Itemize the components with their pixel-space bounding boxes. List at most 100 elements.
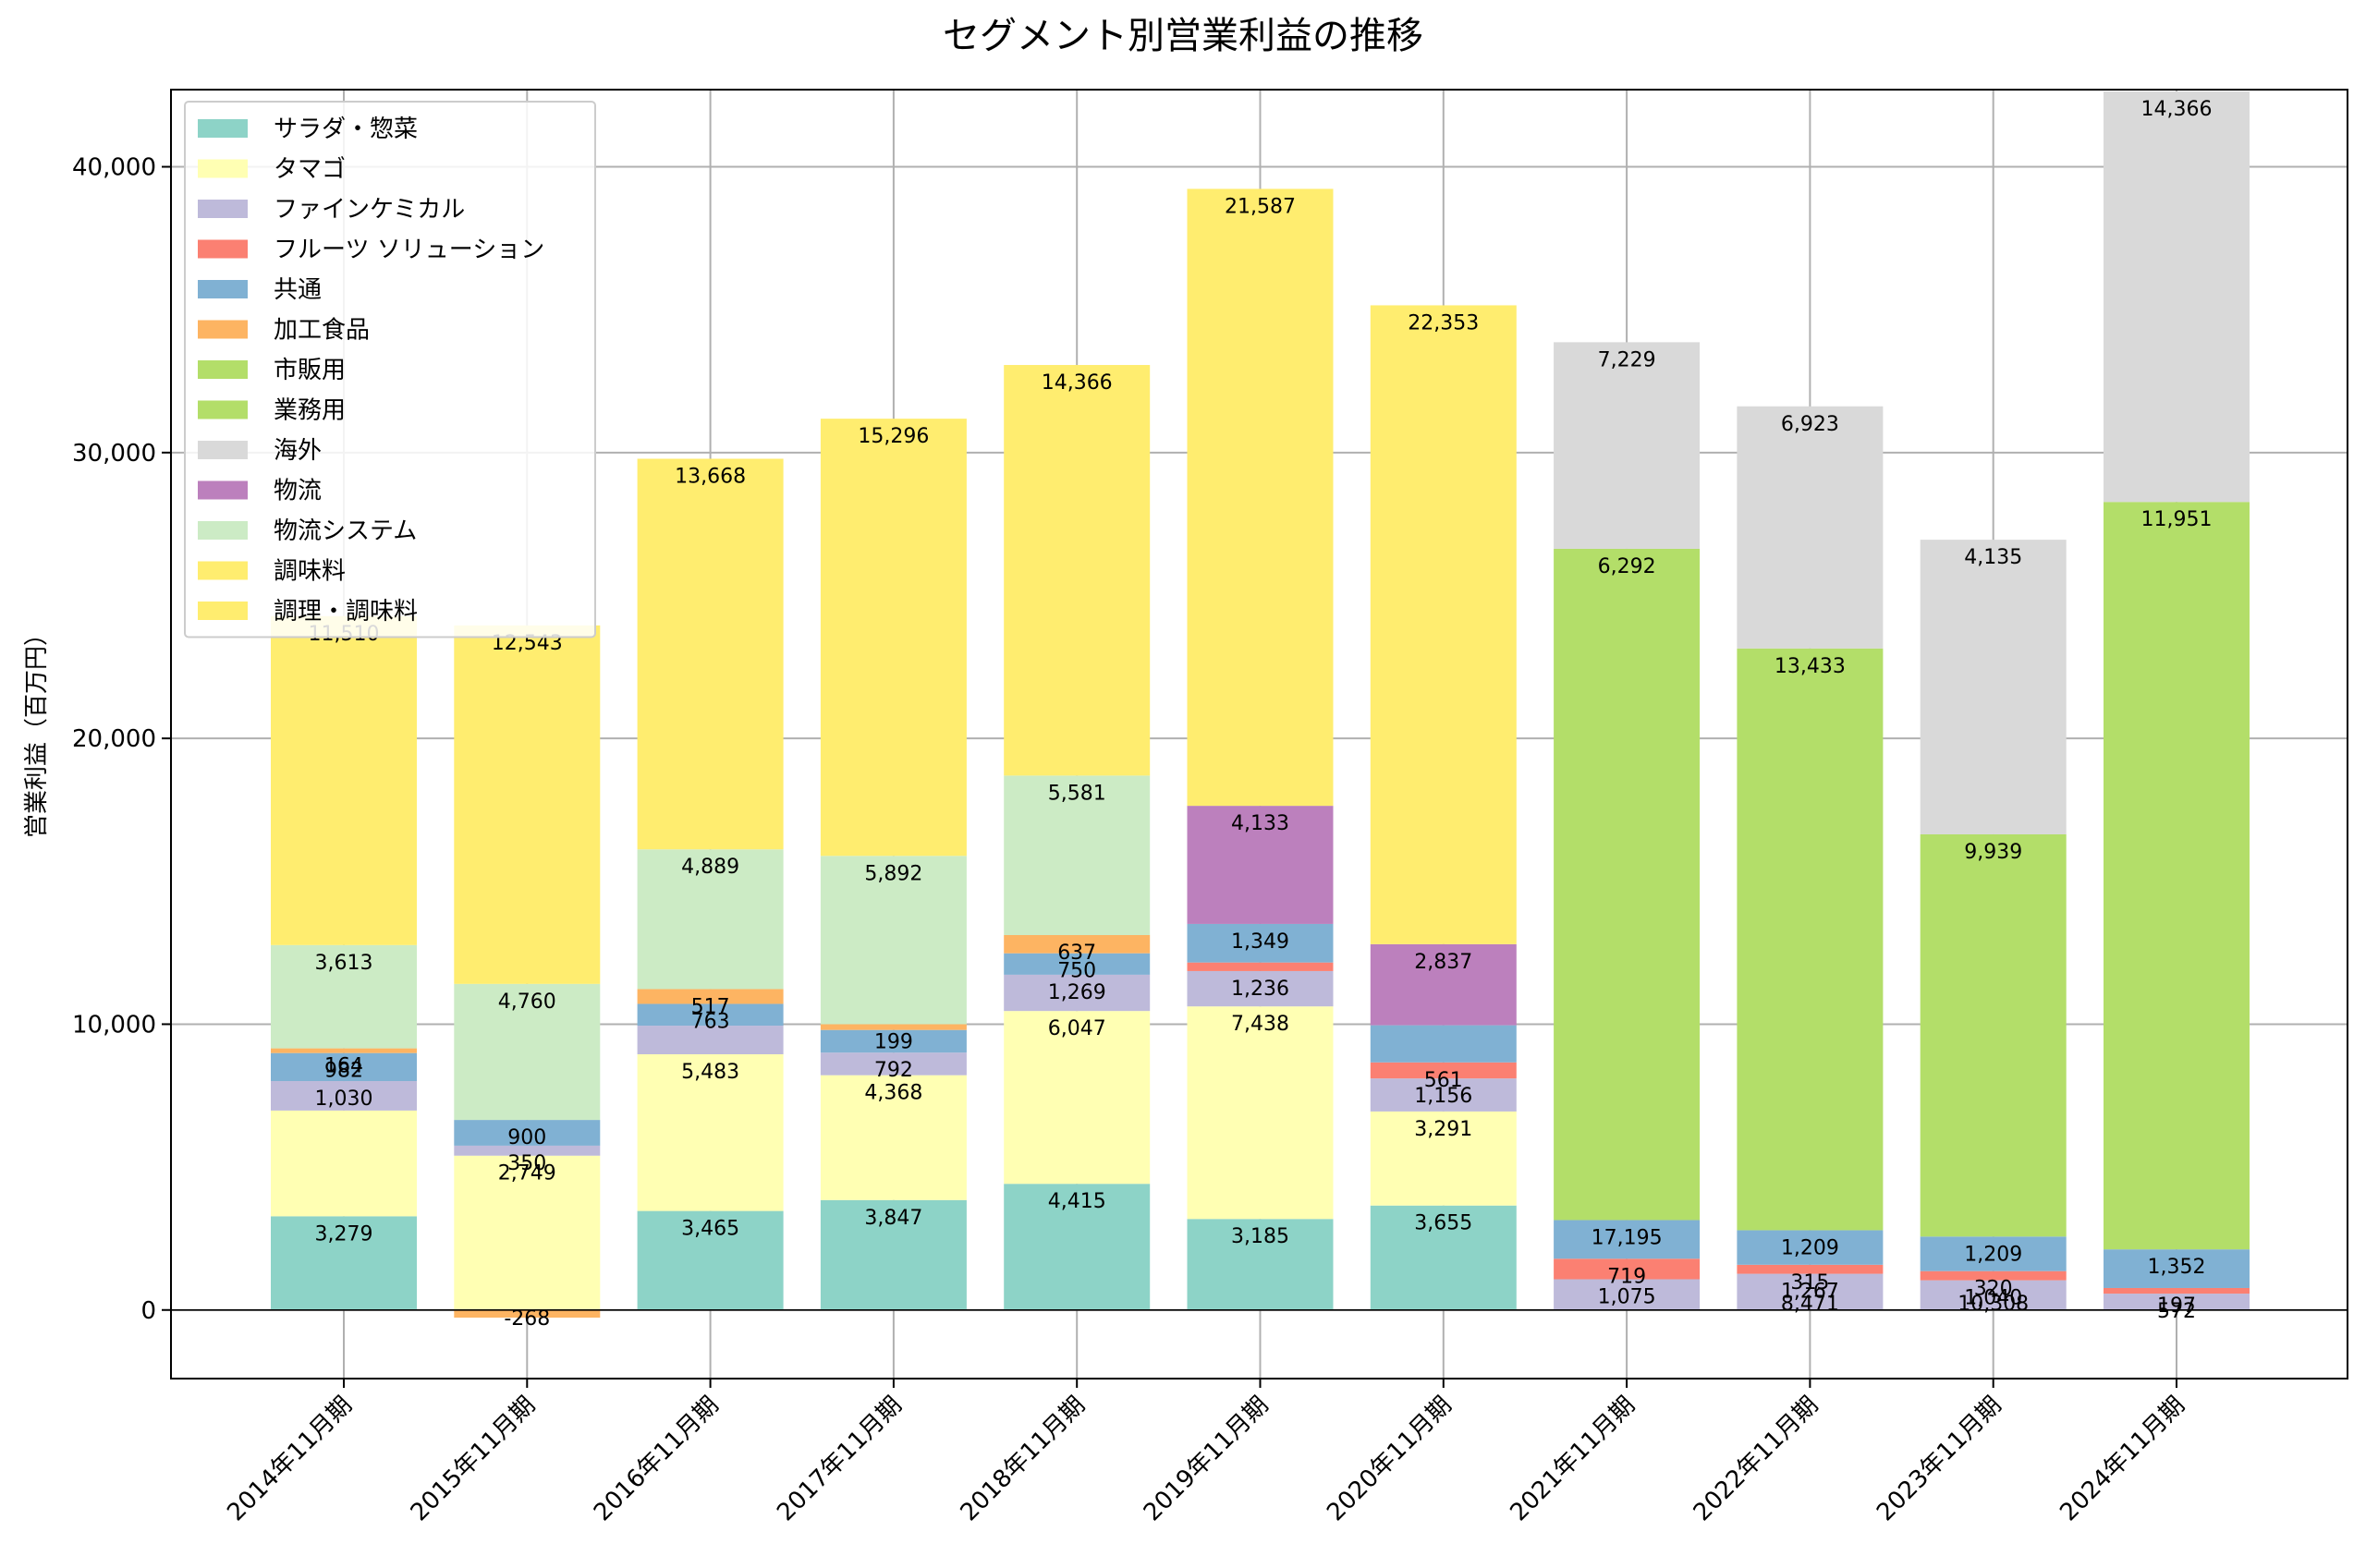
- bar-segment: [1554, 1220, 1701, 1259]
- bar-segment: [1004, 953, 1151, 975]
- bar-segment: [2104, 1249, 2250, 1288]
- legend-label: 調理・調味料: [274, 598, 418, 626]
- data-label: 8,471: [1781, 1293, 1839, 1316]
- bar-segment: [1370, 1078, 1517, 1112]
- bar-segment: [1737, 648, 1884, 1231]
- data-label: 13,433: [1774, 655, 1846, 678]
- legend-label: 物流: [274, 478, 322, 505]
- legend-label: 業務用: [274, 397, 346, 425]
- data-label: 3,465: [681, 1218, 739, 1241]
- data-label: 763: [691, 1010, 730, 1033]
- data-label: 5,483: [681, 1061, 739, 1084]
- data-label: 900: [507, 1126, 546, 1149]
- bar-segment: [454, 1155, 601, 1310]
- chart-title: セグメント別営業利益の推移: [943, 15, 1423, 57]
- bar-segment: [637, 1053, 784, 1211]
- bar-segment: [1554, 1258, 1701, 1280]
- bar-segment: [1920, 1280, 2067, 1310]
- data-label: 3,613: [315, 952, 373, 975]
- bar-segment: [1554, 342, 1701, 549]
- bar-segment: [454, 1309, 601, 1319]
- bar-segment: [820, 1024, 967, 1030]
- y-tick-label: 20,000: [72, 725, 156, 753]
- legend-swatch: [198, 400, 248, 419]
- data-label: 1,209: [1964, 1243, 2022, 1266]
- data-label: 4,135: [1964, 546, 2022, 569]
- bar-segment: [1920, 1270, 2067, 1281]
- bar-segment: [1004, 775, 1151, 936]
- y-tick-label: 30,000: [72, 440, 156, 468]
- bar-segment: [2104, 1287, 2250, 1295]
- y-tick-label: 40,000: [72, 154, 156, 182]
- legend-swatch: [198, 280, 248, 298]
- bar-segment: [271, 1048, 417, 1053]
- bar-segment: [2104, 502, 2250, 1250]
- bar-segment: [271, 1081, 417, 1111]
- legend-label: サラダ・惣菜: [274, 115, 418, 143]
- data-label: 1,267: [1781, 1281, 1839, 1304]
- legend-label: ファインケミカル: [274, 196, 465, 224]
- bar-segment: [1554, 1279, 1701, 1310]
- data-label: 22,353: [1408, 311, 1479, 334]
- data-label: 320: [1974, 1278, 2013, 1301]
- legend-swatch: [198, 441, 248, 459]
- data-label: 9,939: [1964, 841, 2022, 864]
- bar-segment: [1004, 974, 1151, 1012]
- bar-segment: [1004, 935, 1151, 954]
- bar-segment: [1187, 1219, 1334, 1310]
- data-label: 5,892: [864, 862, 922, 885]
- bar-segment: [271, 944, 417, 1049]
- data-label: 1,075: [1598, 1286, 1656, 1309]
- bar-segment: [1187, 1006, 1334, 1220]
- bar-segment: [271, 1110, 417, 1217]
- data-label: 7,438: [1231, 1013, 1289, 1036]
- data-label: -268: [504, 1307, 550, 1331]
- bar-segment: [271, 1052, 417, 1082]
- bar-segment: [1187, 188, 1334, 807]
- bar-segment: [820, 1029, 967, 1053]
- bar-segment: [1370, 1062, 1517, 1079]
- data-label: 14,366: [1042, 371, 1113, 395]
- bar-segment: [454, 625, 601, 984]
- data-label: 13,668: [675, 465, 746, 488]
- bar-segment: [637, 1003, 784, 1027]
- data-label: 11,951: [2141, 508, 2213, 531]
- data-label: 315: [1790, 1271, 1829, 1295]
- bar-segment: [820, 1075, 967, 1200]
- bar-segment: [1920, 833, 2067, 1237]
- legend-label: 市販用: [274, 357, 346, 384]
- data-label: 3,185: [1231, 1225, 1289, 1248]
- bar-segment: [1737, 1273, 1884, 1310]
- data-label: 164: [324, 1055, 363, 1078]
- bar-segment: [1737, 406, 1884, 649]
- legend-swatch: [198, 320, 248, 339]
- legend-swatch: [198, 159, 248, 178]
- data-label: 6,047: [1048, 1017, 1106, 1040]
- legend-label: フルーツ ソリューション: [274, 237, 544, 264]
- data-label: 750: [1057, 960, 1096, 983]
- y-tick-label: 10,000: [72, 1011, 156, 1039]
- data-label: 15,296: [858, 425, 929, 448]
- data-label: 1,040: [1964, 1287, 2022, 1310]
- bar-segment: [454, 983, 601, 1121]
- data-label: 1,209: [1781, 1236, 1839, 1259]
- bar-segment: [1920, 540, 2067, 834]
- data-label: 1,156: [1414, 1085, 1472, 1108]
- bar-segment: [454, 1145, 601, 1156]
- bar-segment: [271, 615, 417, 945]
- bar-segment: [1004, 1011, 1151, 1185]
- data-label-group: 3,2791,0309821643,61311,5102,749-2683509…: [309, 98, 2213, 1331]
- bar-segment: [820, 856, 967, 1025]
- data-label: 4,760: [498, 991, 556, 1014]
- bar-segment: [820, 1199, 967, 1310]
- bar-segment: [454, 1120, 601, 1146]
- y-axis-label: 営業利益（百万円）: [23, 622, 51, 838]
- legend-swatch: [198, 561, 248, 580]
- legend-box: [184, 101, 596, 638]
- bar-segment: [1187, 970, 1334, 1007]
- data-label: 637: [1057, 942, 1096, 965]
- bar-segment: [1004, 1184, 1151, 1310]
- data-label: 1,269: [1048, 981, 1106, 1004]
- data-label: 792: [874, 1059, 913, 1082]
